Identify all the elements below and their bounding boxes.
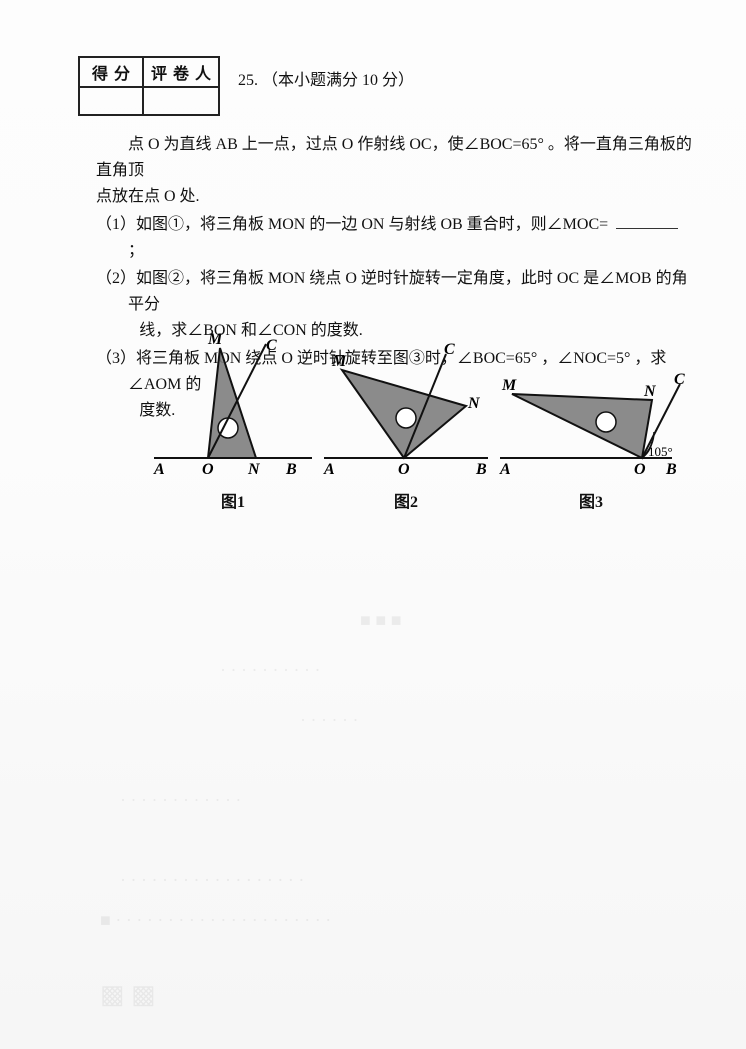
figure-1: A O N B M C 图1 <box>148 326 318 512</box>
question-number: 25. <box>238 72 258 89</box>
figure-2-svg: A O B M N C <box>318 326 494 486</box>
figure-2-label: 图2 <box>318 488 494 512</box>
svg-text:N: N <box>643 383 657 400</box>
score-table: 得分 评卷人 <box>78 56 220 116</box>
svg-text:O: O <box>398 461 410 478</box>
figure-1-svg: A O N B M C <box>148 326 318 486</box>
score-cell-left <box>79 87 143 115</box>
svg-text:B: B <box>285 461 297 478</box>
svg-text:B: B <box>665 461 677 478</box>
part-1-text-pre: （1）如图①，将三角板 MON 的一边 ON 与射线 OB 重合时，则∠MOC= <box>96 216 608 233</box>
figure-3-label: 图3 <box>494 488 688 512</box>
fill-in-blank[interactable] <box>616 214 678 229</box>
svg-text:C: C <box>444 341 455 358</box>
svg-text:O: O <box>202 461 214 478</box>
scan-artifact: ■ · · · · · · · · · · · · · · · · · · · … <box>100 910 331 931</box>
figure-1-label: 图1 <box>148 488 318 512</box>
figure-3: A O B M N C 105° 图3 <box>494 326 688 512</box>
svg-text:A: A <box>499 461 511 478</box>
score-header-left: 得分 <box>79 57 143 87</box>
svg-text:C: C <box>674 371 685 388</box>
figure-2: A O B M N C 图2 <box>318 326 494 512</box>
svg-text:N: N <box>247 461 261 478</box>
svg-text:M: M <box>331 353 347 370</box>
part-1-text-post: ； <box>128 242 144 259</box>
page: 得分 评卷人 25. （本小题满分 10 分） 点 O 为直线 AB 上一点，过… <box>0 0 746 1049</box>
svg-text:A: A <box>323 461 335 478</box>
svg-text:M: M <box>501 377 517 394</box>
svg-text:B: B <box>475 461 487 478</box>
svg-text:M: M <box>207 331 223 348</box>
part-2-line-1: （2）如图②，将三角板 MON 绕点 O 逆时针旋转一定角度，此时 OC 是∠M… <box>96 266 696 318</box>
stem-line-2: 点放在点 O 处. <box>96 184 696 210</box>
stem-line-1: 点 O 为直线 AB 上一点，过点 O 作射线 OC，使∠BOC=65° 。将一… <box>96 132 696 184</box>
score-cell-right <box>143 87 219 115</box>
question-number-line: 25. （本小题满分 10 分） <box>238 66 414 90</box>
svg-text:105°: 105° <box>648 444 673 459</box>
part-1: （1）如图①，将三角板 MON 的一边 ON 与射线 OB 重合时，则∠MOC=… <box>96 212 696 264</box>
svg-text:A: A <box>153 461 165 478</box>
scan-artifact: ▩ ▩ <box>100 980 156 1010</box>
score-header-right: 评卷人 <box>143 57 219 87</box>
svg-text:O: O <box>634 461 646 478</box>
scan-artifact: · · · · · · · · · · <box>220 660 320 681</box>
svg-text:C: C <box>266 337 277 354</box>
question-points: （本小题满分 10 分） <box>262 72 414 89</box>
scan-artifact: · · · · · · <box>300 710 358 731</box>
figure-3-svg: A O B M N C 105° <box>494 326 688 486</box>
scan-artifact: ■ ■ ■ <box>360 610 402 631</box>
scan-artifact: · · · · · · · · · · · · <box>120 790 241 811</box>
svg-text:N: N <box>467 395 481 412</box>
figures-row: A O N B M C 图1 A O B M N <box>148 326 688 526</box>
scan-artifact: · · · · · · · · · · · · · · · · · · <box>120 870 304 891</box>
